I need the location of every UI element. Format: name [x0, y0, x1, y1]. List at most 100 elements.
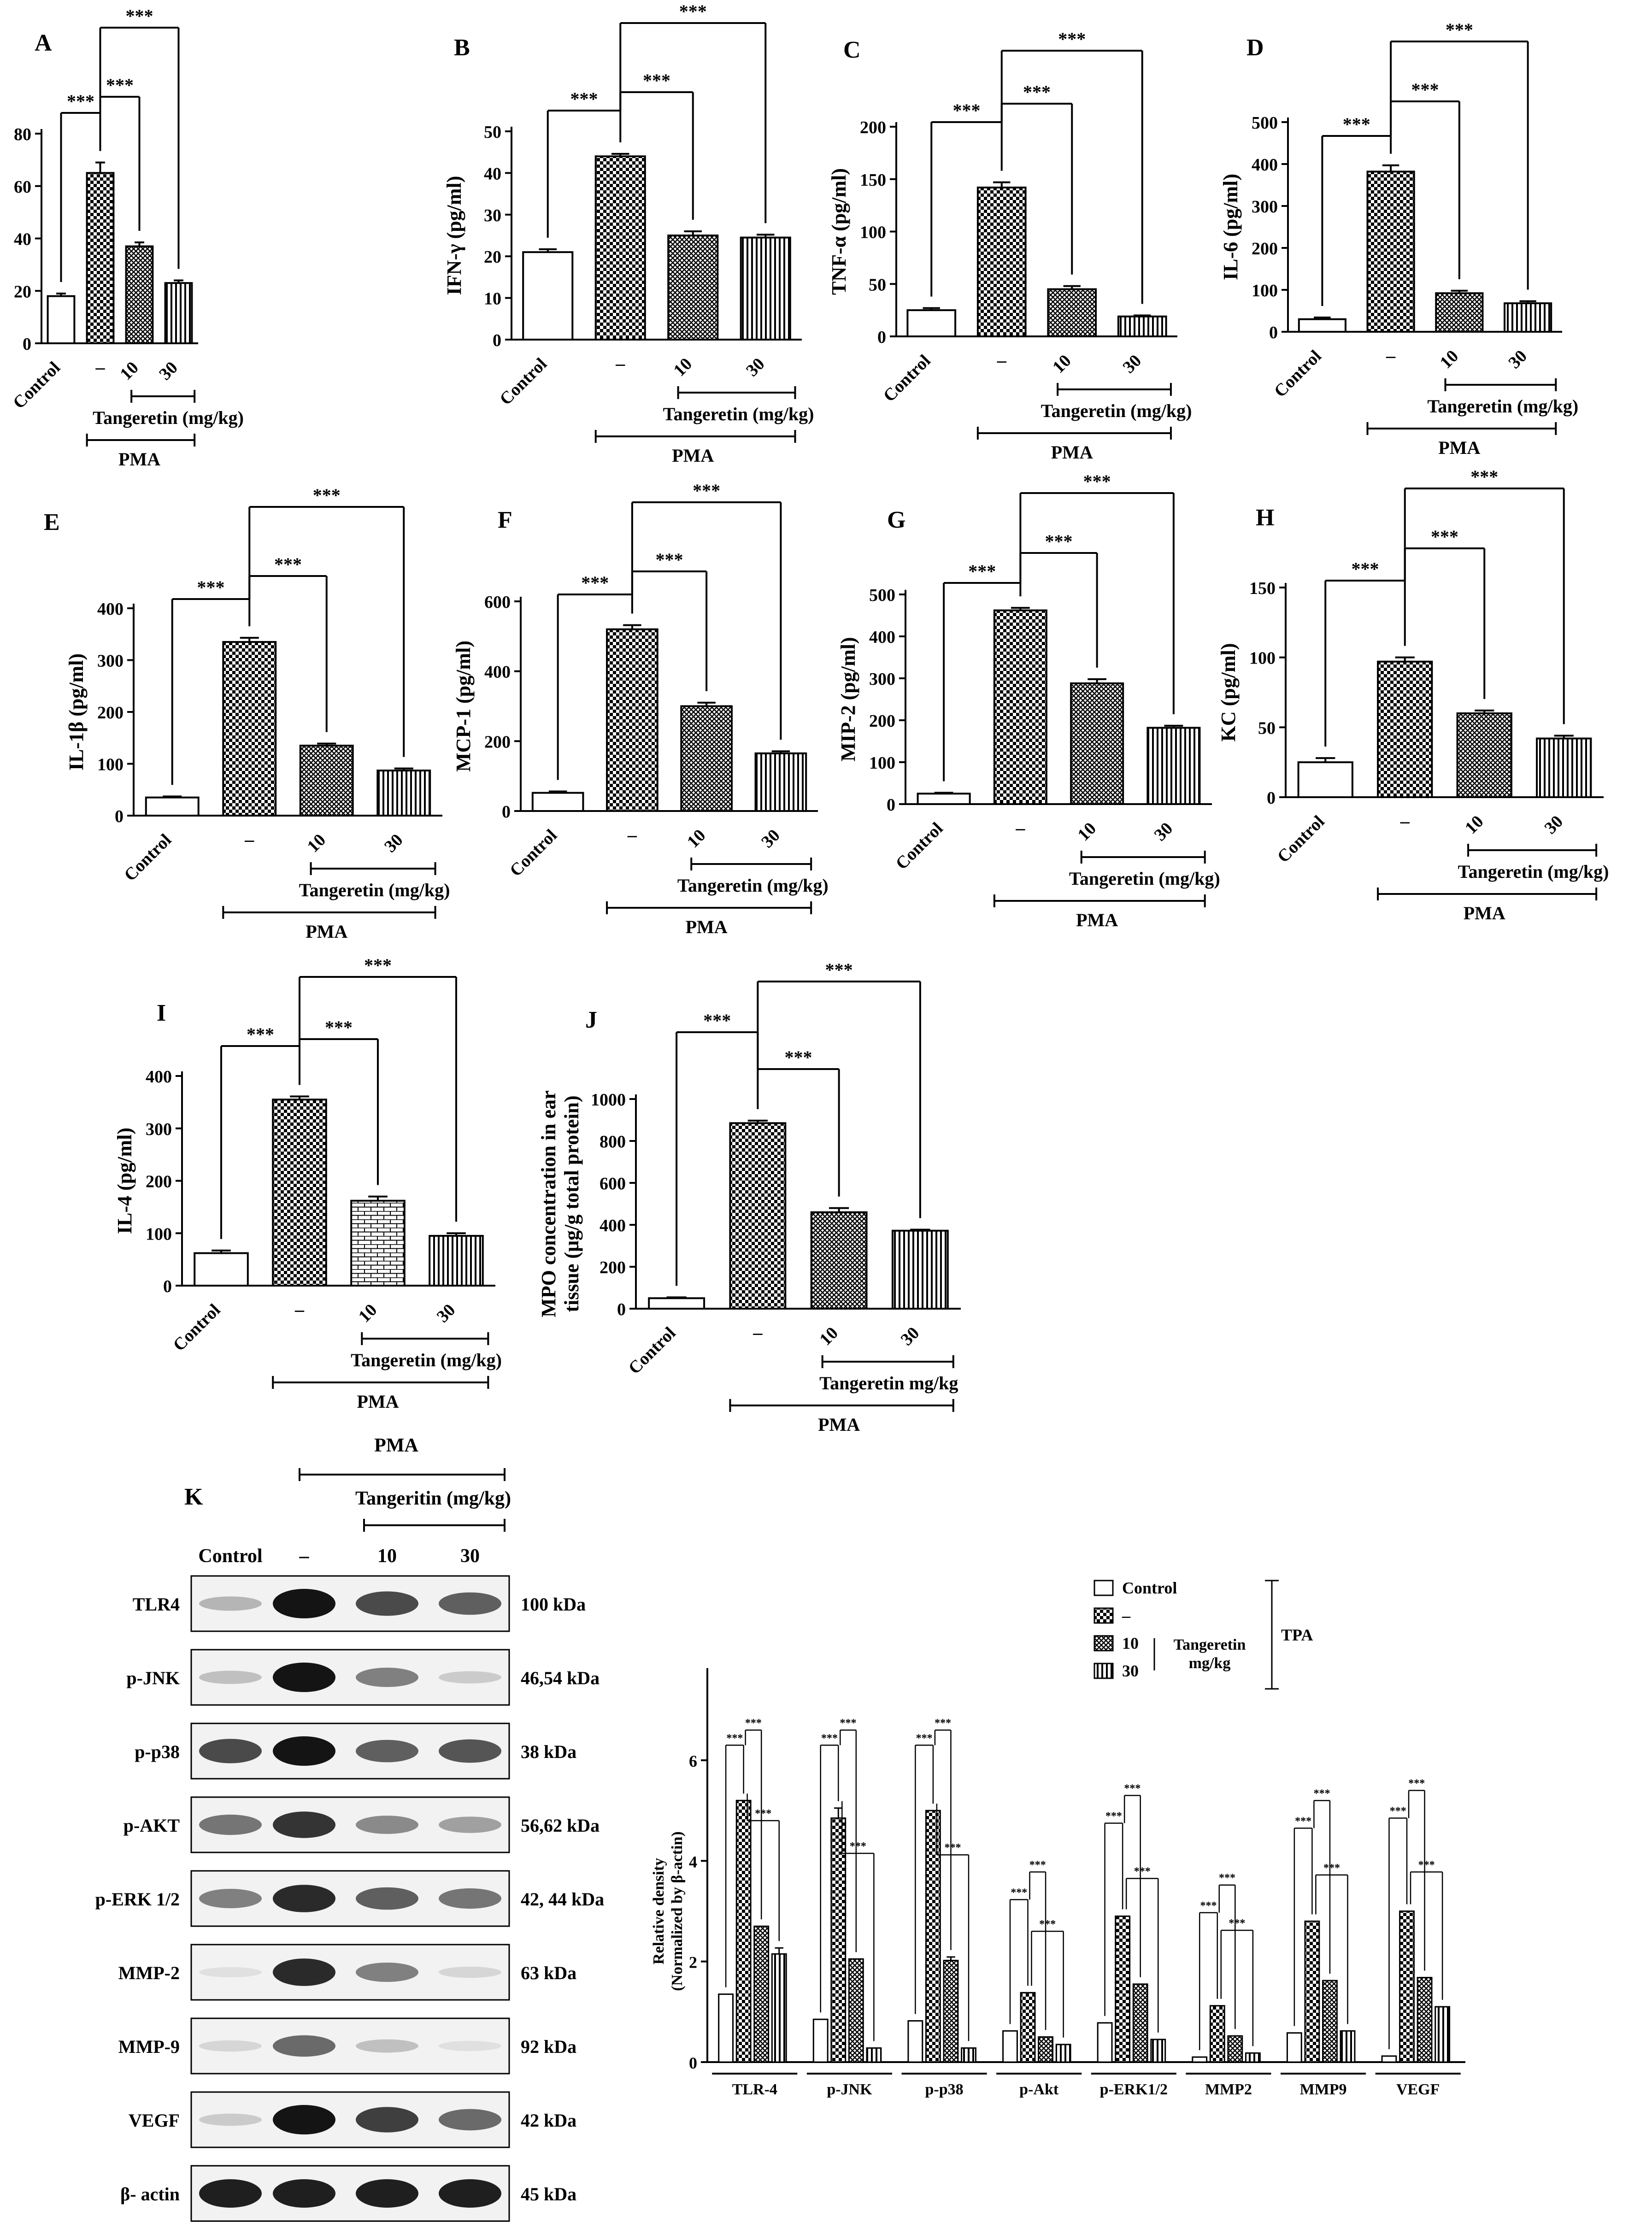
y-axis-label: IFN-γ (pg/ml): [443, 176, 465, 295]
sig-stars: ***: [693, 480, 720, 501]
bar-2: [1435, 292, 1484, 333]
protein-label: VEGF: [129, 2110, 180, 2131]
chart-panel-H: H 0 50 100 150 KC (pg/ml) Control – 10 30 Tangeret…: [1217, 466, 1609, 923]
pma-label: PMA: [686, 917, 728, 937]
blot-band: [439, 1592, 501, 1615]
y-tick-label: 10: [484, 289, 501, 309]
blot-band: [356, 1668, 418, 1687]
sig-stars: ***: [1029, 1859, 1046, 1871]
y-tick-label: 400: [484, 663, 511, 682]
x-tick-label: 10: [683, 826, 710, 852]
treatment-label: Tangeretin mg/kg: [819, 1373, 958, 1393]
y-axis-label: TNF-α (pg/ml): [828, 168, 850, 295]
bar-0: [194, 1252, 249, 1287]
x-tick-label: Control: [1270, 347, 1325, 401]
kda-label: 100 kDa: [521, 1594, 586, 1615]
sig-stars: ***: [106, 75, 134, 95]
y-tick-label: 0: [1269, 323, 1278, 342]
bar-2: [1322, 1980, 1338, 2063]
y-axis-label: MIP-2 (pg/ml): [837, 637, 859, 761]
bar-1: [222, 641, 277, 817]
panel-letter: G: [887, 507, 905, 533]
y-tick-label: 30: [484, 206, 501, 225]
y-tick-label: 0: [163, 1277, 172, 1296]
blot-band: [439, 1816, 501, 1833]
sig-stars: ***: [935, 1717, 951, 1729]
blot-band: [273, 1589, 335, 1618]
pma-label: PMA: [374, 1435, 418, 1456]
x-tick-label: MMP9: [1300, 2081, 1347, 2098]
sig-stars: ***: [1011, 1887, 1027, 1899]
protein-label: p-ERK 1/2: [95, 1889, 180, 1910]
bar-1: [1020, 1992, 1036, 2063]
bar-2: [1047, 288, 1097, 337]
lane-label: Control: [198, 1546, 262, 1567]
pma-label: PMA: [1464, 903, 1505, 923]
treatment-label: Tangeretin (mg/kg): [663, 404, 814, 424]
y-tick-label: 400: [600, 1216, 626, 1235]
sig-stars: ***: [1431, 526, 1458, 547]
sig-stars: ***: [126, 6, 153, 26]
sig-stars: ***: [755, 1808, 771, 1820]
y-tick-label: 0: [115, 807, 123, 826]
bar-3: [1536, 737, 1592, 798]
x-tick-label: 30: [897, 1323, 923, 1350]
treatment-label: Tangeretin (mg/kg): [1041, 400, 1192, 421]
bar-3: [961, 2047, 976, 2063]
legend-treatment: TPA: [1281, 1626, 1313, 1644]
sig-stars: ***: [726, 1732, 743, 1744]
x-tick-label: 10: [670, 354, 696, 381]
legend-label: 10: [1122, 1634, 1139, 1652]
x-tick-label: –: [997, 350, 1007, 370]
y-tick-label: 0: [1267, 788, 1276, 808]
treatment-label: Tangeretin (mg/kg): [299, 880, 450, 900]
sig-stars: ***: [916, 1732, 933, 1744]
x-tick-label: 30: [1541, 812, 1567, 838]
sig-stars: ***: [1390, 1805, 1406, 1817]
pma-label: PMA: [1438, 437, 1480, 458]
protein-label: β- actin: [120, 2184, 180, 2204]
bar-0: [1002, 2030, 1018, 2063]
sig-stars: ***: [1023, 82, 1051, 102]
sig-stars: ***: [570, 88, 598, 109]
sig-stars: ***: [1352, 558, 1379, 579]
legend-label: Control: [1122, 1579, 1177, 1597]
x-tick-label: Control: [170, 1300, 224, 1355]
y-tick-label: 100: [860, 223, 886, 242]
bar-3: [771, 1953, 787, 2063]
bar-0: [648, 1297, 705, 1310]
x-tick-label: 30: [433, 1300, 459, 1327]
x-tick-label: –: [1400, 811, 1410, 831]
blot-band: [356, 1816, 418, 1834]
bar-2: [810, 1211, 868, 1310]
legend-label: 30: [1122, 1662, 1139, 1680]
bar-3: [1434, 2006, 1451, 2063]
panel-letter: E: [44, 509, 60, 535]
y-tick-label: 0: [689, 2054, 697, 2072]
kda-label: 38 kDa: [521, 1741, 576, 1762]
legend-swatch: [1093, 1580, 1114, 1596]
bar-1: [1366, 170, 1415, 333]
sig-stars: ***: [643, 70, 670, 91]
pma-label: PMA: [306, 921, 347, 942]
x-tick-label: –: [753, 1322, 763, 1343]
blot-band: [356, 1963, 418, 1982]
y-axis-label: IL-1β (pg/ml): [65, 653, 88, 770]
y-tick-label: 80: [14, 125, 31, 144]
bar-0: [1381, 2055, 1397, 2063]
y-tick-label: 150: [1249, 579, 1276, 598]
y-tick-label: 300: [869, 670, 895, 689]
sig-stars: ***: [313, 485, 341, 506]
bar-3: [376, 770, 431, 817]
pma-label: PMA: [357, 1391, 399, 1412]
y-axis-label: KC (pg/ml): [1217, 643, 1240, 742]
y-tick-label: 1000: [591, 1090, 626, 1110]
treatment-label: Tangeretin (mg/kg): [1069, 868, 1220, 889]
bar-0: [718, 1993, 734, 2063]
sig-stars: ***: [364, 955, 392, 976]
chart-panel-J: J 0 200 400 600 800 1000 MPO concentration in e…: [537, 959, 961, 1435]
pma-label: PMA: [1076, 910, 1118, 930]
kda-label: 45 kDa: [521, 2184, 576, 2204]
x-tick-label: 30: [758, 826, 784, 852]
